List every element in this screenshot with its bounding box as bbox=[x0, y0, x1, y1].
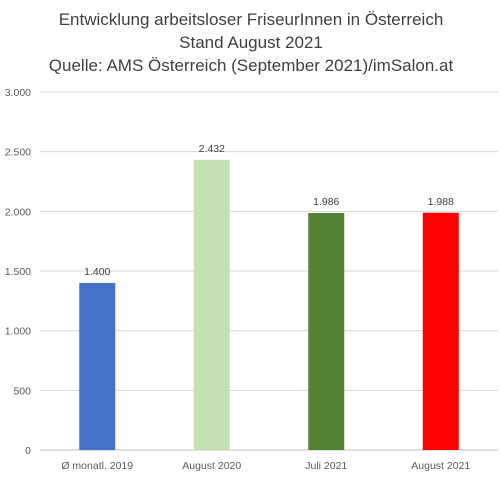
chart-title: Entwicklung arbeitsloser FriseurInnen in… bbox=[58, 10, 444, 29]
y-tick-label: 3.000 bbox=[5, 87, 31, 99]
x-tick-label: August 2021 bbox=[411, 460, 470, 472]
y-tick-label: 500 bbox=[13, 385, 31, 397]
bar bbox=[422, 212, 459, 450]
data-label: 2.432 bbox=[199, 143, 225, 155]
x-tick-label: Juli 2021 bbox=[305, 460, 347, 472]
x-tick-label: Ø monatl. 2019 bbox=[61, 460, 133, 472]
data-label: 1.400 bbox=[84, 266, 110, 278]
chart-source: Quelle: AMS Österreich (September 2021)/… bbox=[48, 56, 454, 75]
y-tick-label: 1.500 bbox=[5, 266, 31, 278]
x-tick-label: August 2020 bbox=[182, 460, 241, 472]
chart-subtitle: Stand August 2021 bbox=[179, 33, 323, 52]
data-label: 1.986 bbox=[313, 196, 339, 208]
bar bbox=[308, 213, 345, 450]
bar bbox=[79, 282, 116, 450]
data-label: 1.988 bbox=[428, 196, 454, 208]
y-tick-label: 0 bbox=[25, 445, 31, 457]
y-tick-label: 2.000 bbox=[5, 206, 31, 218]
y-tick-label: 1.000 bbox=[5, 326, 31, 338]
bar bbox=[193, 159, 230, 451]
y-tick-label: 2.500 bbox=[5, 147, 31, 159]
